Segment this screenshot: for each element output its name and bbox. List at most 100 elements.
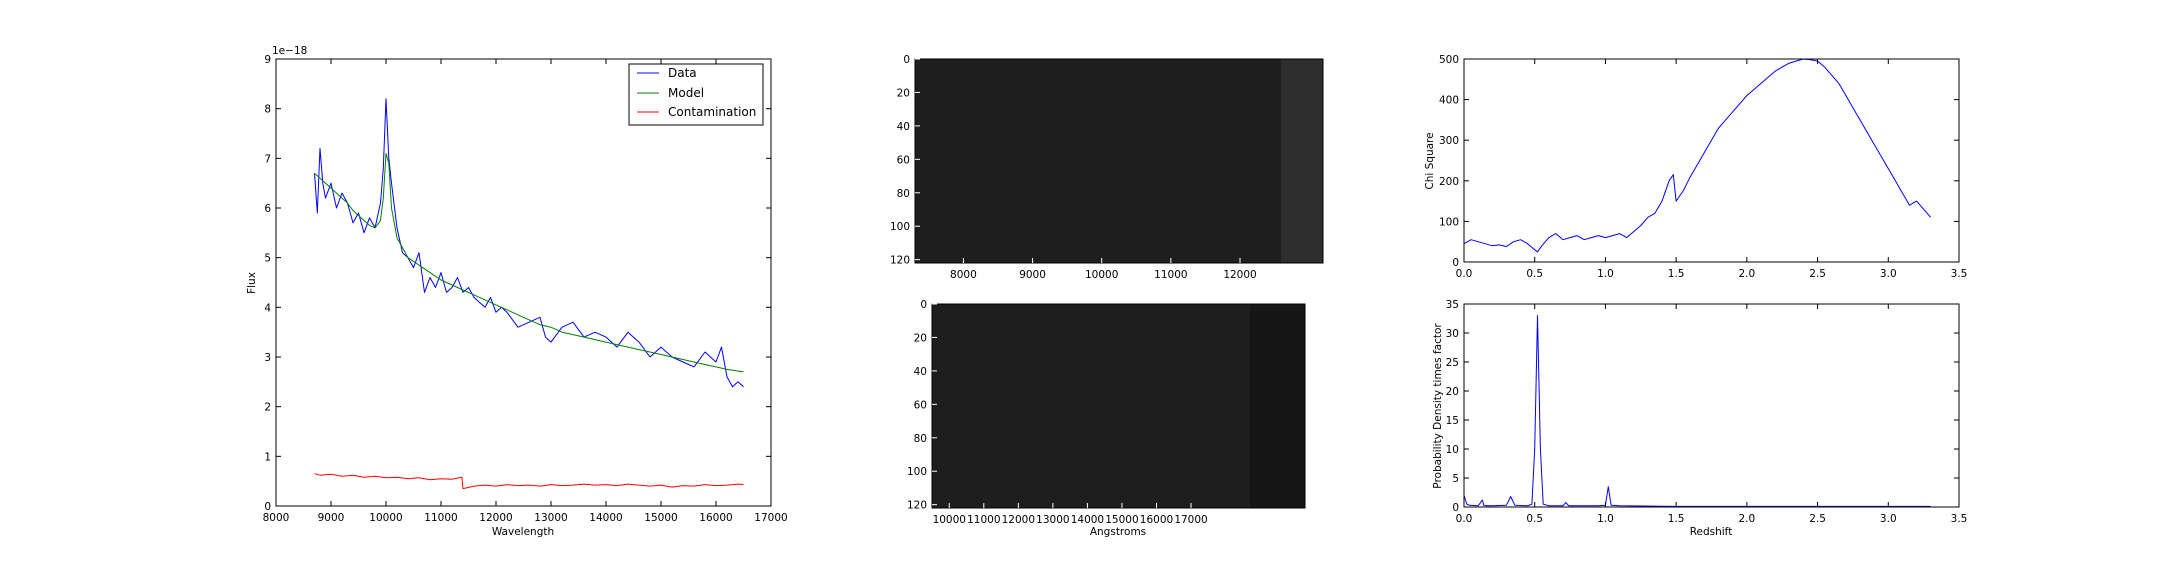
spectrum-x-ticks: 8000 9000 10000 11000 12000 13000 14000 15000 16… [263,59,788,524]
spectrum-series-data [314,98,744,388]
chi-square-y-tick-label: 300 [1439,135,1459,147]
chi-square-y-axis-label: Chi Square [1424,132,1436,189]
spectrum-x-tick-label: 15000 [644,512,677,524]
image-top-x-tick-label: 10000 [1085,269,1118,281]
probability-y-tick-label: 35 [1446,299,1459,311]
spectrum-offset-label: 1e−18 [272,45,307,57]
spectrum-panel: 8000 9000 10000 11000 12000 13000 14000 15000 16… [246,45,788,538]
spectrum-series-contamination [314,473,744,490]
image-top-traces [918,138,1215,198]
image-bottom-y-tick-label: 20 [914,332,927,344]
spectrum-legend: Data Model Contamination [628,63,764,126]
image-bottom-x-ticks: 10000 11000 12000 13000 14000 15000 16000 17000 [933,503,1208,526]
chi-square-x-tick-label: 1.0 [1597,268,1614,280]
probability-x-tick-label: 2.0 [1739,513,1756,525]
image-bottom-right-band [1250,304,1305,508]
image-bottom-y-tick-label: 40 [914,366,927,378]
spectrum-y-tick-label: 4 [264,302,271,314]
legend-entry-data: Data [668,66,697,80]
image-bottom-traces [937,380,1190,443]
spectrum-x-tick-label: 17000 [754,512,787,524]
probability-y-tick-label: 20 [1446,386,1459,398]
spectrum-y-tick-label: 8 [264,104,271,116]
spectrum-x-tick-label: 10000 [369,512,402,524]
image-top-x-tick-label: 12000 [1223,269,1256,281]
image-bottom-x-axis-label: Angstroms [1090,526,1146,538]
probability-x-tick-label: 0.5 [1526,513,1543,525]
probability-y-tick-label: 0 [1452,502,1459,514]
spectrum-y-tick-label: 9 [264,54,271,66]
spectrum-x-tick-label: 14000 [589,512,622,524]
probability-x-axis-label: Redshift [1690,526,1733,538]
spectrum-y-ticks: 0 1 2 3 4 5 6 7 8 9 [264,54,771,513]
image-top-y-tick-label: 40 [897,121,910,133]
image-bottom-x-tick-label: 15000 [1105,514,1138,526]
image-top-x-tick-label: 8000 [950,269,977,281]
spectrum-x-tick-label: 8000 [263,512,290,524]
image-bottom-x-tick-label: 11000 [967,514,1000,526]
legend-box [628,63,764,126]
chi-square-x-tick-label: 2.0 [1739,268,1756,280]
image-bottom-panel: 10000 11000 12000 13000 14000 15000 16000 17000… [907,299,1306,538]
image-bottom-x-tick-label: 13000 [1036,514,1069,526]
spectrum-frame [275,58,772,507]
image-top-panel: 8000 9000 10000 11000 12000 0 20 40 60 80 100 120 [890,54,1324,281]
image-top-frame [914,58,1324,264]
image-top-y-tick-label: 120 [890,255,910,267]
probability-plot-area [1463,315,1931,507]
legend-entry-contamination: Contamination [668,105,756,119]
chi-square-x-tick-label: 3.5 [1951,268,1968,280]
spectrum-y-tick-label: 7 [264,153,271,165]
probability-x-tick-label: 0.0 [1456,513,1473,525]
image-top-y-tick-label: 80 [897,188,910,200]
chi-square-y-tick-label: 0 [1452,257,1459,269]
probability-y-tick-label: 5 [1452,473,1459,485]
chi-square-panel: 0.0 0.5 1.0 1.5 2.0 2.5 3.0 3.5 0 100 200 300 400 50… [1424,54,1967,280]
image-bottom-y-ticks: 0 20 40 60 80 100 120 [907,299,937,512]
spectrum-y-tick-label: 1 [264,451,271,463]
spectrum-x-tick-label: 13000 [534,512,567,524]
image-top-y-tick-label: 60 [897,154,910,166]
spectrum-plot-area [314,98,744,490]
image-bottom-x-tick-label: 16000 [1140,514,1173,526]
image-top-x-tick-label: 9000 [1019,269,1046,281]
image-bottom-y-tick-label: 100 [907,466,927,478]
probability-y-tick-label: 10 [1446,444,1459,456]
image-bottom-x-tick-label: 17000 [1174,514,1207,526]
image-top-right-band [1281,59,1323,263]
probability-x-tick-label: 2.5 [1809,513,1826,525]
chi-square-x-tick-label: 2.5 [1809,268,1826,280]
chi-square-frame [1463,58,1960,263]
probability-x-tick-label: 3.5 [1951,513,1968,525]
chi-square-y-tick-label: 400 [1439,95,1459,107]
probability-y-tick-label: 25 [1446,357,1459,369]
chi-square-x-ticks: 0.0 0.5 1.0 1.5 2.0 2.5 3.0 3.5 [1456,59,1968,280]
probability-x-ticks: 0.0 0.5 1.0 1.5 2.0 2.5 3.0 3.5 [1456,304,1968,525]
image-bottom-x-tick-label: 10000 [933,514,966,526]
spectrum-x-axis-label: Wavelength [492,526,554,538]
probability-y-ticks: 0 5 10 15 20 25 30 35 [1446,299,1959,514]
image-bottom-y-tick-label: 120 [907,500,927,512]
chi-square-plot-area [1463,58,1932,253]
spectrum-series-model [314,152,744,373]
spectrum-y-tick-label: 0 [264,501,271,513]
chi-square-y-tick-label: 100 [1439,216,1459,228]
probability-x-tick-label: 1.5 [1668,513,1685,525]
image-bottom-y-tick-label: 80 [914,433,927,445]
probability-y-tick-label: 15 [1446,415,1459,427]
image-bottom-x-tick-label: 14000 [1071,514,1104,526]
probability-panel: 0.0 0.5 1.0 1.5 2.0 2.5 3.0 3.5 05101520253035 … [1432,299,1967,538]
probability-x-tick-label: 3.0 [1880,513,1897,525]
probability-x-tick-label: 1.0 [1597,513,1614,525]
chi-square-y-tick-label: 200 [1439,176,1459,188]
spectrum-x-tick-label: 11000 [424,512,457,524]
probability-frame [1463,303,1960,508]
legend-entry-model: Model [668,86,704,100]
chi-square-y-ticks: 0 100 200 300 400 500 [1439,54,1959,269]
spectrum-y-tick-label: 5 [264,253,271,265]
probability-y-axis-label: Probability Density times factor [1432,323,1444,489]
image-bottom-y-tick-label: 60 [914,399,927,411]
chi-square-x-tick-label: 3.0 [1880,268,1897,280]
image-bottom-frame [931,303,1306,509]
